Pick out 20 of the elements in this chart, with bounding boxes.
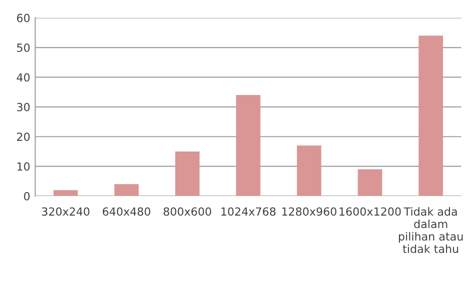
y-tick-label: 50: [17, 43, 30, 52]
x-tick-label: 800x600: [164, 207, 212, 216]
bar: [358, 169, 382, 196]
bar: [418, 36, 443, 196]
bar: [296, 146, 322, 196]
bar: [236, 95, 260, 196]
y-tick-label: 20: [17, 132, 30, 141]
y-tick-label: 10: [17, 162, 30, 171]
y-tick-label: 40: [16, 73, 30, 82]
x-tick-label: 1280x960: [282, 207, 336, 216]
x-tick-label: 1600x1200: [340, 207, 401, 216]
x-tick-label: 1024x768: [221, 207, 276, 216]
bar: [175, 151, 200, 196]
y-tick-label: 60: [17, 14, 30, 22]
y-tick-label: 30: [17, 102, 30, 112]
x-tick-label: 320x240: [42, 207, 90, 216]
y-tick-label: 0: [24, 192, 30, 200]
bar: [53, 190, 78, 196]
x-tick-label: 640x480: [102, 207, 150, 216]
bar: [114, 184, 139, 196]
